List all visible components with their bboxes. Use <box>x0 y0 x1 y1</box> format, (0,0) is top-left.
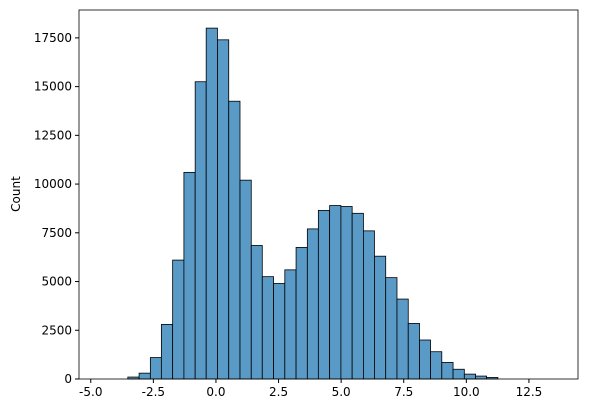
y-tick-label: 10000 <box>34 177 72 191</box>
bar <box>374 255 387 380</box>
bar <box>149 357 162 380</box>
bar <box>396 298 409 380</box>
bar <box>273 283 286 380</box>
bar <box>284 269 297 380</box>
bar <box>138 372 151 380</box>
bar <box>295 247 308 380</box>
bar <box>317 209 331 380</box>
bar <box>261 276 274 380</box>
x-tick-label: 7.5 <box>394 385 413 399</box>
bar <box>205 27 218 380</box>
y-tick-label: 0 <box>64 372 72 386</box>
bar <box>160 324 174 380</box>
x-tick-label: 2.5 <box>269 385 288 399</box>
bar <box>250 245 263 380</box>
bar <box>340 206 353 380</box>
bar <box>172 259 185 380</box>
y-axis-label: Count <box>9 176 23 212</box>
bar <box>419 339 431 380</box>
bar <box>430 351 443 380</box>
x-tick-label: -2.5 <box>142 385 165 399</box>
bar <box>306 228 319 380</box>
bar <box>452 368 465 380</box>
y-tick-label: 17500 <box>34 31 72 45</box>
y-tick-label: 7500 <box>41 226 72 240</box>
bar <box>441 362 454 380</box>
bar <box>239 179 252 380</box>
bar <box>183 171 196 380</box>
x-tick-label: 0.0 <box>206 385 225 399</box>
bar <box>407 323 420 380</box>
y-tick-label: 15000 <box>34 80 72 94</box>
y-tick-label: 5000 <box>41 275 72 289</box>
bar <box>228 100 241 380</box>
bar <box>329 205 342 380</box>
bar <box>217 39 230 380</box>
x-tick-label: -5.0 <box>79 385 102 399</box>
bar <box>194 81 207 380</box>
plot-frame <box>78 9 579 380</box>
bar <box>385 277 398 380</box>
bar <box>463 373 476 380</box>
bar <box>363 230 375 380</box>
y-tick-label: 2500 <box>41 323 72 337</box>
bar <box>351 212 364 380</box>
x-tick-label: 5.0 <box>332 385 351 399</box>
bar <box>475 375 488 380</box>
y-tick-label: 12500 <box>34 128 72 142</box>
x-tick-label: 12.5 <box>516 385 543 399</box>
x-tick-label: 10.0 <box>453 385 480 399</box>
